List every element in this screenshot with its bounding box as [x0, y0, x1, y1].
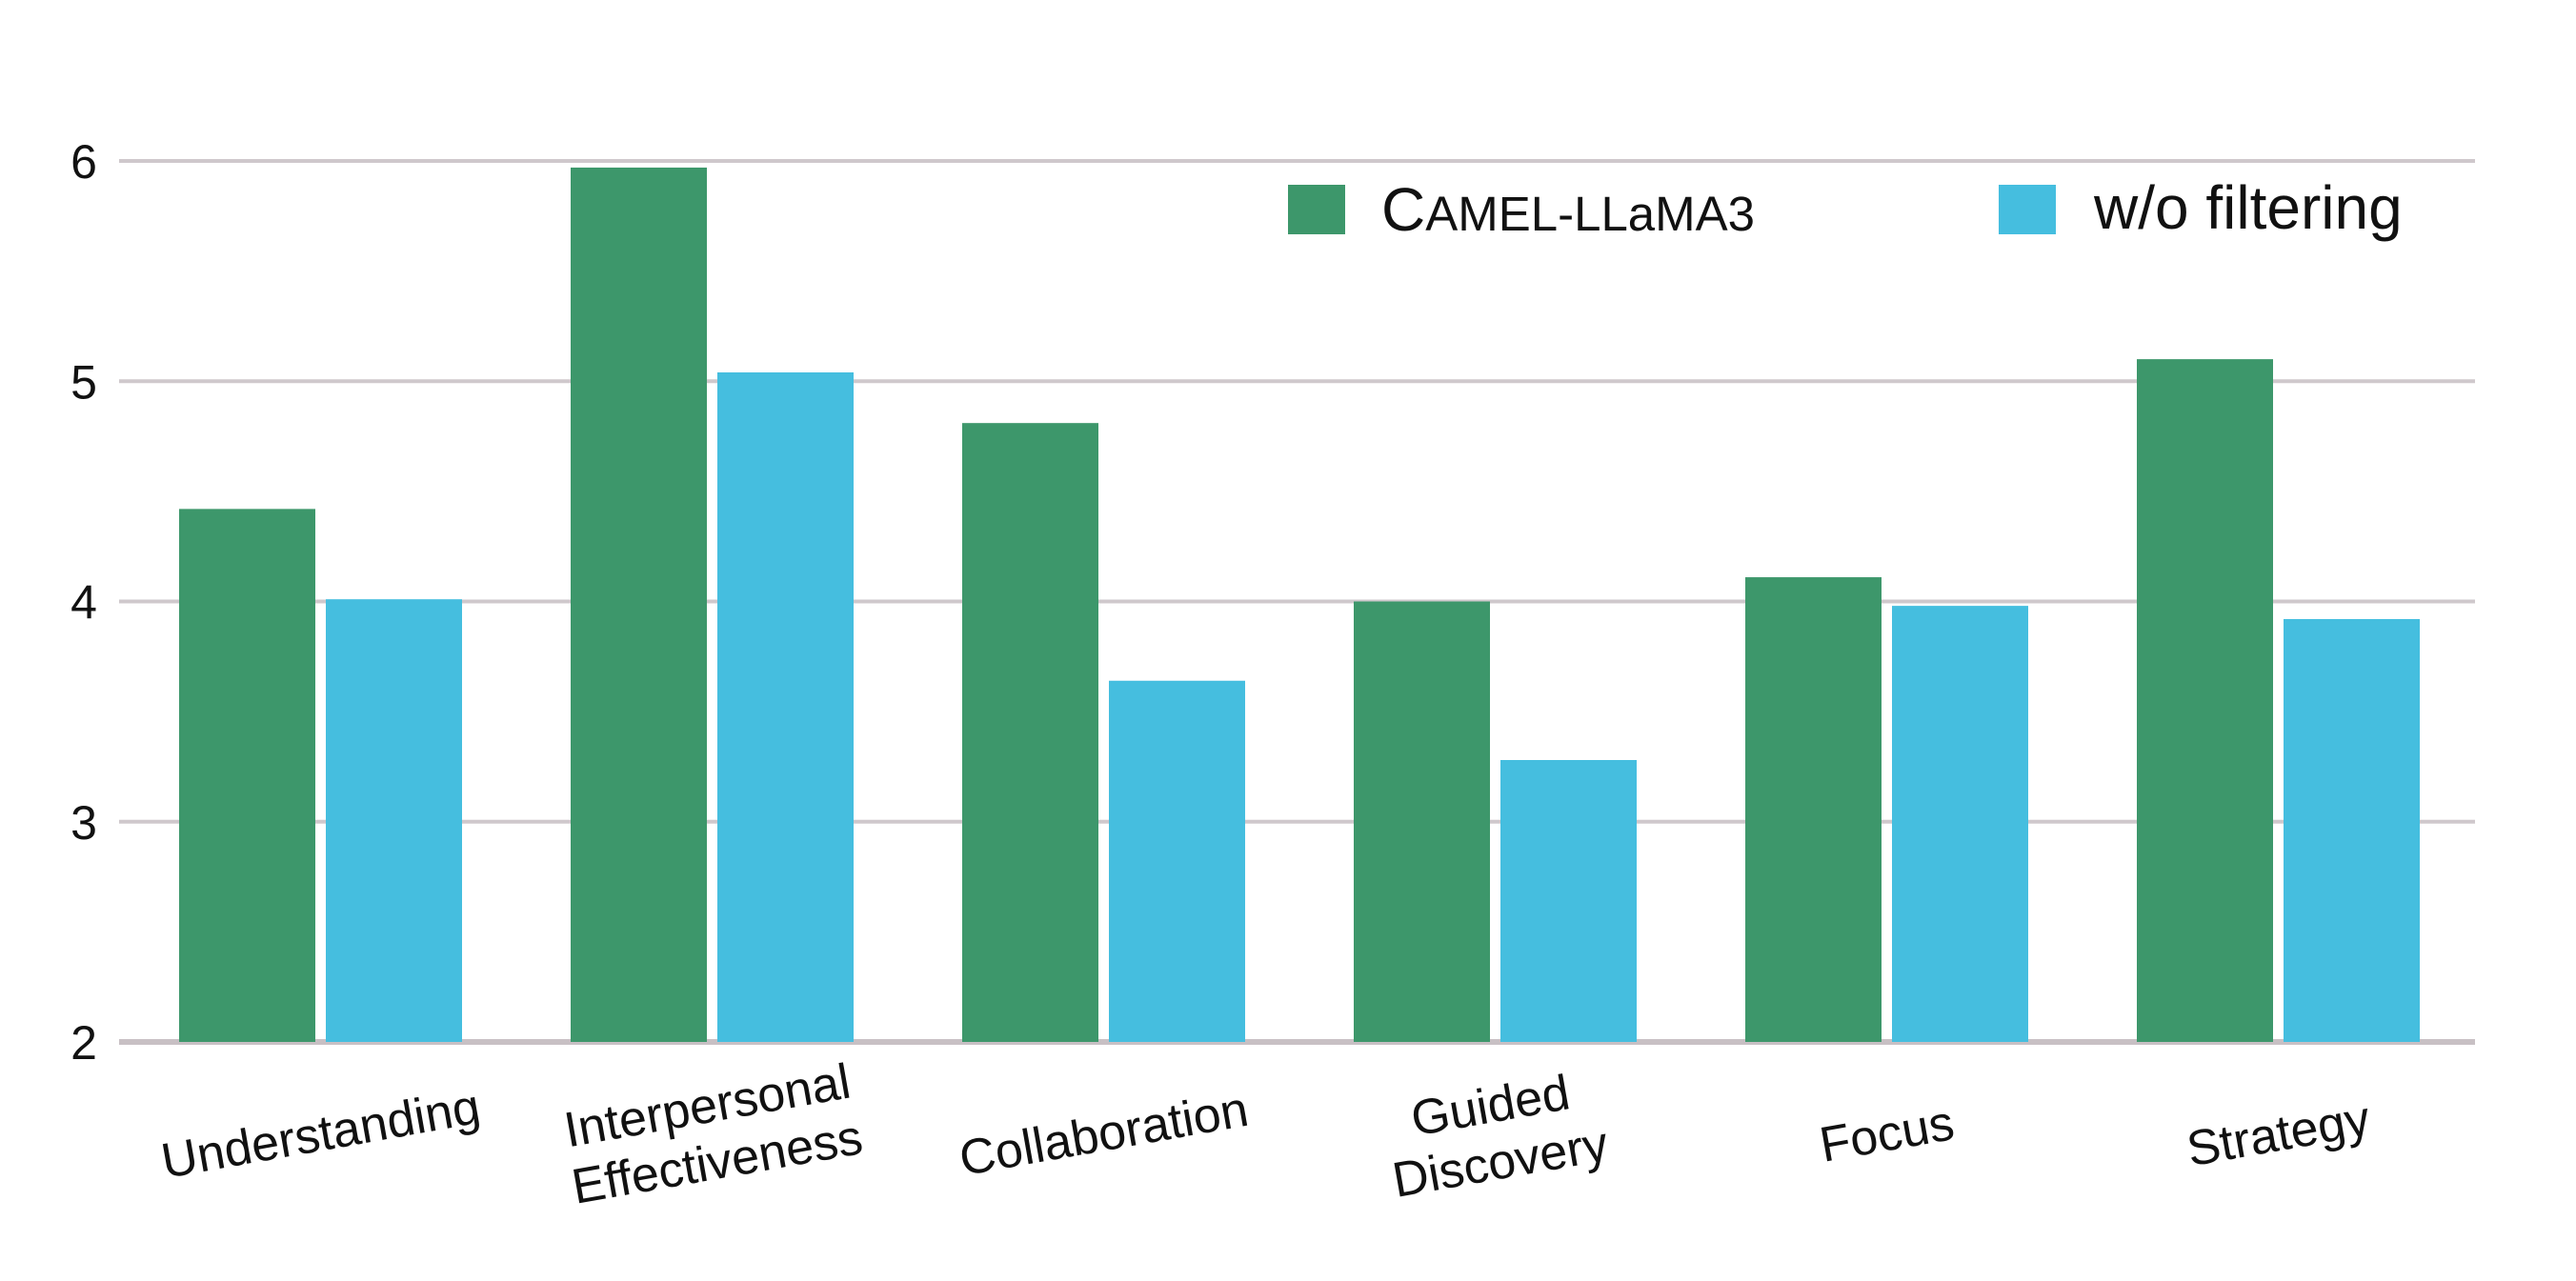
legend-swatch-camel-llama3 — [1288, 185, 1345, 234]
bar-series2-2 — [1109, 680, 1245, 1042]
x-axis: Understanding InterpersonalEffectiveness C… — [157, 1053, 2374, 1215]
legend-item-camel-llama3: CAMEL-LLaMA3 — [1288, 175, 1755, 244]
bar-series1-2 — [962, 423, 1098, 1042]
x-tick-label: Understanding — [157, 1079, 484, 1190]
bar-series2-3 — [1500, 760, 1637, 1042]
bar-series1-1 — [571, 167, 707, 1042]
bar-series1-5 — [2137, 359, 2273, 1042]
y-tick-label: 2 — [70, 1016, 97, 1070]
legend-label-camel-llama3: CAMEL-LLaMA3 — [1381, 175, 1755, 244]
y-tick-label: 6 — [70, 135, 97, 189]
bar-series2-0 — [326, 599, 462, 1042]
bar-series1-0 — [179, 509, 315, 1042]
x-tick-label: InterpersonalEffectiveness — [558, 1053, 867, 1215]
grid-layer — [119, 159, 2475, 1045]
x-tick-label: GuidedDiscovery — [1379, 1060, 1612, 1209]
bar-series2-5 — [2284, 619, 2420, 1042]
x-tick-label: Strategy — [2183, 1091, 2374, 1178]
legend-swatch-wo-filtering — [1999, 185, 2056, 234]
bar-series2-1 — [717, 372, 854, 1042]
y-axis: 2 3 4 5 6 — [70, 135, 97, 1070]
bar-series1-4 — [1745, 577, 1882, 1042]
bar-series2-4 — [1892, 606, 2028, 1042]
legend-label-wo-filtering: w/o filtering — [2093, 173, 2403, 242]
bar-series1-3 — [1354, 601, 1490, 1042]
y-tick-label: 3 — [70, 796, 97, 850]
x-tick-label: Collaboration — [956, 1082, 1253, 1187]
legend-item-wo-filtering: w/o filtering — [1999, 173, 2403, 242]
x-tick-label: Focus — [1816, 1095, 1959, 1173]
y-tick-label: 4 — [70, 576, 97, 630]
y-tick-label: 5 — [70, 355, 97, 409]
legend: CAMEL-LLaMA3 w/o filtering — [1288, 173, 2403, 244]
bars-layer — [179, 167, 2420, 1042]
